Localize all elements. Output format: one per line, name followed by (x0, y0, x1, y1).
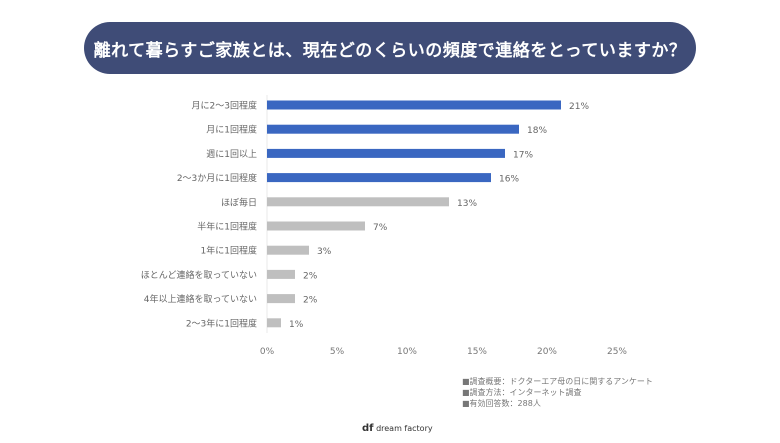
bar (267, 100, 561, 110)
bar (267, 148, 505, 158)
x-tick-label: 10% (397, 347, 417, 357)
logo-text: dream factory (376, 424, 433, 433)
data-label: 13% (457, 199, 477, 209)
bar (267, 318, 281, 328)
data-label: 18% (527, 126, 547, 136)
category-label: 週に1回以上 (206, 149, 257, 160)
survey-notes: ■調査概要：ドクターエア母の日に関するアンケート ■調査方法：インターネット調査… (462, 376, 653, 409)
x-tick-label: 0% (260, 347, 275, 357)
category-label: 1年に1回程度 (201, 245, 257, 257)
logo: df dream factory (362, 423, 433, 434)
chart-title: 離れて暮らすご家族とは、現在どのくらいの頻度で連絡をとっていますか？ (84, 22, 696, 74)
x-tick-label: 5% (330, 347, 345, 357)
data-label: 3% (317, 247, 332, 257)
bar (267, 269, 295, 279)
data-label: 17% (513, 150, 533, 160)
category-label: 半年に1回程度 (197, 221, 257, 233)
bar (267, 197, 449, 207)
data-label: 21% (569, 102, 589, 112)
data-label: 7% (373, 223, 388, 233)
bar (267, 294, 295, 304)
logo-mark: df (362, 423, 374, 434)
data-label: 1% (289, 320, 304, 330)
bar (267, 221, 365, 231)
bar (267, 245, 309, 255)
bar (267, 124, 519, 134)
category-label: 月に1回程度 (206, 124, 257, 136)
category-label: 2～3年に1回程度 (186, 317, 257, 329)
category-label: 2～3か月に1回程度 (177, 172, 257, 184)
bar (267, 173, 491, 183)
category-label: 月に2～3回程度 (192, 100, 257, 112)
note-method: ■調査方法：インターネット調査 (462, 388, 582, 397)
category-label: ほとんど連絡を取っていない (141, 269, 257, 281)
x-tick-label: 25% (607, 347, 627, 357)
x-tick-label: 15% (467, 347, 487, 357)
note-respondents: ■有効回答数：288人 (462, 399, 541, 408)
category-label: ほぼ毎日 (221, 196, 257, 208)
data-label: 2% (303, 296, 318, 306)
data-label: 16% (499, 175, 519, 185)
category-label: 4年以上連絡を取っていない (144, 293, 257, 305)
data-label: 2% (303, 271, 318, 281)
note-overview: ■調査概要：ドクターエア母の日に関するアンケート (462, 377, 653, 386)
x-tick-label: 20% (537, 347, 557, 357)
